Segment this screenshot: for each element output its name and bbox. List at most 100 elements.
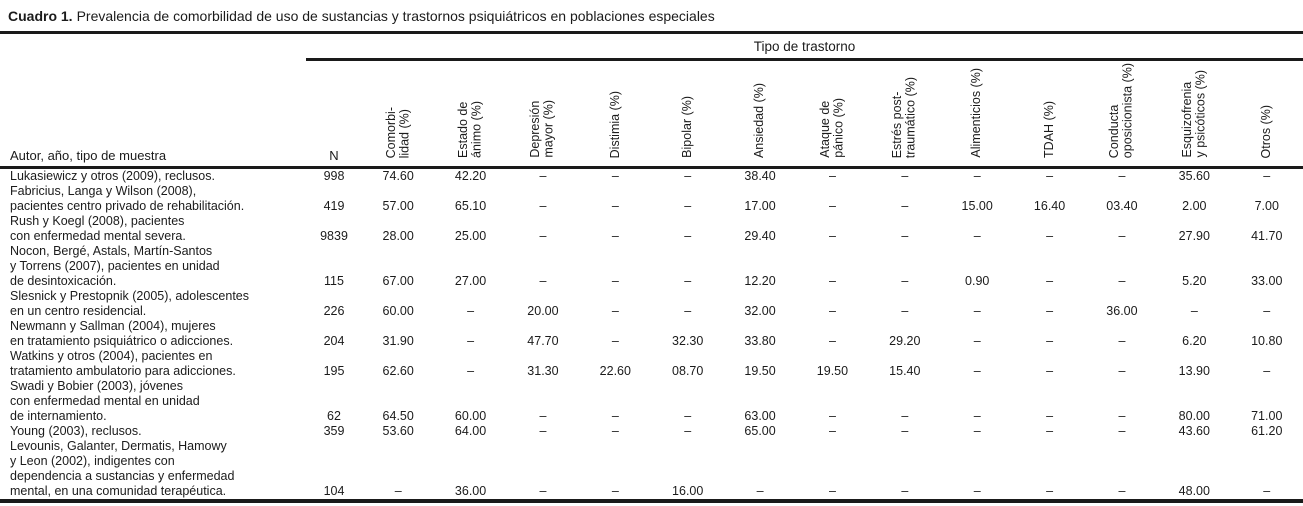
- value-cell: 19.50: [816, 364, 849, 378]
- value-cell: 71.00: [1251, 409, 1283, 423]
- value-cell: –: [684, 229, 692, 243]
- value-cell: –: [539, 424, 547, 438]
- value-cell: 33.00: [1251, 274, 1283, 288]
- author-cell: Levounis, Galanter, Dermatis, Hamowy y L…: [10, 439, 235, 498]
- value-cell: 29.20: [889, 334, 921, 348]
- column-header: TDAH (%): [1013, 59, 1086, 169]
- value-cell: 53.60: [382, 424, 414, 438]
- value-cell: –: [1046, 409, 1054, 423]
- table-row: Slesnick y Prestopnik (2005), adolescent…: [0, 289, 1303, 319]
- value-cell: –: [394, 484, 402, 498]
- value-cell: –: [973, 169, 981, 183]
- value-cell: –: [611, 484, 619, 498]
- table-row: Swadi y Bobier (2003), jóvenes con enfer…: [0, 379, 1303, 424]
- value-cell: 64.50: [382, 409, 414, 423]
- value-cell: 32.30: [672, 334, 704, 348]
- author-cell: Rush y Koegl (2008), pacientes con enfer…: [10, 214, 186, 243]
- value-cell: –: [973, 424, 981, 438]
- column-header: Otros (%): [1230, 59, 1303, 169]
- value-cell: 25.00: [454, 229, 487, 243]
- value-cell: –: [467, 364, 475, 378]
- value-cell: 35.60: [1178, 169, 1210, 183]
- value-cell: –: [901, 169, 909, 183]
- value-cell: 10.80: [1251, 334, 1283, 348]
- corner-cell: [0, 33, 306, 60]
- value-cell: –: [828, 334, 836, 348]
- value-cell: 2.00: [1182, 199, 1207, 213]
- author-cell: Swadi y Bobier (2003), jóvenes con enfer…: [10, 379, 200, 423]
- value-cell: 13.90: [1178, 364, 1210, 378]
- value-cell: –: [684, 169, 692, 183]
- value-cell: 47.70: [527, 334, 559, 348]
- value-cell: 42.20: [454, 169, 487, 183]
- column-header-author: Autor, año, tipo de muestra: [0, 59, 306, 169]
- value-cell: 17.00: [744, 199, 776, 213]
- value-cell: –: [1046, 364, 1054, 378]
- column-header-label: Otros (%): [1259, 104, 1273, 158]
- column-header-label: TDAH (%): [1041, 101, 1056, 158]
- n-cell: 226: [323, 304, 345, 318]
- value-cell: 38.40: [744, 169, 776, 183]
- author-cell: Watkins y otros (2004), pacientes en tra…: [10, 349, 236, 378]
- column-header: Esquizofrenia y psicóticos (%): [1158, 59, 1231, 169]
- value-cell: 62.60: [382, 364, 414, 378]
- column-header: Conducta oposicionista (%): [1085, 59, 1159, 169]
- value-cell: –: [611, 274, 619, 288]
- value-cell: 15.40: [889, 364, 921, 378]
- table-number: Cuadro 1.: [8, 8, 73, 24]
- value-cell: –: [901, 229, 909, 243]
- value-cell: –: [828, 229, 836, 243]
- n-cell: 195: [323, 364, 345, 378]
- value-cell: 7.00: [1254, 199, 1279, 213]
- column-header-label: Esquizofrenia y psicóticos (%): [1179, 70, 1208, 158]
- value-cell: –: [1118, 334, 1126, 348]
- table-row: Fabricius, Langa y Wilson (2008), pacien…: [0, 184, 1303, 214]
- value-cell: –: [611, 334, 619, 348]
- value-cell: –: [973, 334, 981, 348]
- column-header: Alimenticios (%): [941, 59, 1014, 169]
- table-row: Lukasiewicz y otros (2009), reclusos. 998…: [0, 168, 1303, 185]
- column-header-n: N: [306, 59, 362, 169]
- value-cell: –: [467, 334, 475, 348]
- table-row: Watkins y otros (2004), pacientes en tra…: [0, 349, 1303, 379]
- value-cell: 36.00: [454, 484, 487, 498]
- value-cell: 12.20: [744, 274, 776, 288]
- value-cell: –: [1118, 364, 1126, 378]
- value-cell: 63.00: [744, 409, 776, 423]
- value-cell: 19.50: [744, 364, 776, 378]
- value-cell: 64.00: [454, 424, 487, 438]
- value-cell: –: [1046, 274, 1054, 288]
- table-caption: Cuadro 1. Prevalencia de comorbilidad de …: [0, 0, 1303, 31]
- author-cell: Newmann y Sallman (2004), mujeres en tra…: [10, 319, 234, 348]
- comorbidity-table: Tipo de trastorno Autor, año, tipo de mu…: [0, 31, 1303, 503]
- value-cell: –: [901, 304, 909, 318]
- value-cell: –: [1046, 304, 1054, 318]
- value-cell: –: [539, 409, 547, 423]
- value-cell: 31.30: [527, 364, 559, 378]
- value-cell: 16.00: [672, 484, 704, 498]
- author-cell: Nocon, Bergé, Astals, Martín-Santos y To…: [10, 244, 220, 288]
- value-cell: –: [1046, 169, 1054, 183]
- value-cell: –: [684, 199, 692, 213]
- table-row: Newmann y Sallman (2004), mujeres en tra…: [0, 319, 1303, 349]
- caption-text: Prevalencia de comorbilidad de uso de su…: [76, 8, 715, 24]
- author-cell: Fabricius, Langa y Wilson (2008), pacien…: [10, 184, 245, 213]
- value-cell: –: [973, 304, 981, 318]
- n-cell: 419: [323, 199, 345, 213]
- value-cell: –: [684, 304, 692, 318]
- n-cell: 204: [323, 334, 345, 348]
- value-cell: 60.00: [382, 304, 414, 318]
- column-header-label: Conducta oposicionista (%): [1107, 62, 1135, 158]
- value-cell: –: [684, 409, 692, 423]
- value-cell: 32.00: [744, 304, 776, 318]
- value-cell: –: [828, 199, 836, 213]
- value-cell: 65.10: [454, 199, 487, 213]
- value-cell: –: [973, 229, 981, 243]
- value-cell: –: [1263, 169, 1271, 183]
- value-cell: –: [828, 409, 836, 423]
- value-cell: –: [828, 484, 836, 498]
- value-cell: 22.60: [599, 364, 631, 378]
- value-cell: –: [1263, 364, 1271, 378]
- table-body: Lukasiewicz y otros (2009), reclusos. 998…: [0, 168, 1303, 502]
- value-cell: –: [1046, 229, 1054, 243]
